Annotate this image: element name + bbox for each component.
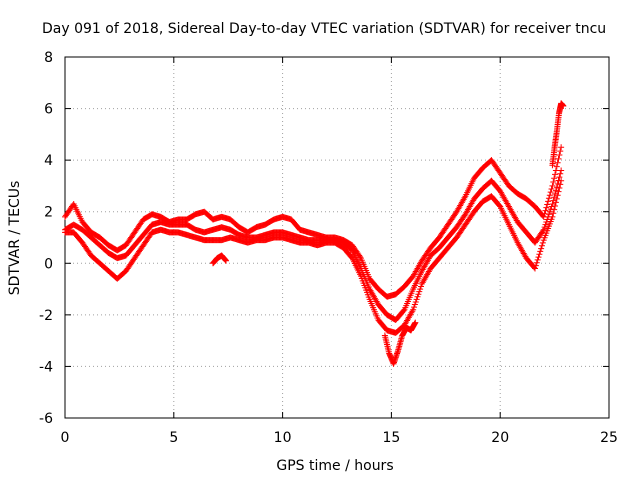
data-point — [536, 251, 543, 258]
axis-ticks — [64, 56, 610, 419]
x-tick-label: 5 — [169, 430, 178, 446]
data-point — [417, 283, 424, 290]
data-point — [532, 262, 539, 269]
data-point — [558, 144, 565, 151]
axis-tick-labels: 0 5 10 15 20 25 -6 -4 -2 0 2 4 6 8 — [39, 50, 618, 446]
data-point — [412, 298, 419, 305]
data-point — [555, 188, 562, 195]
series-track-4 — [209, 100, 567, 367]
data-point — [357, 253, 364, 260]
data-point — [553, 184, 560, 191]
x-tick-label: 10 — [274, 430, 292, 446]
data-point — [548, 186, 555, 193]
data-point — [558, 167, 565, 174]
data-point — [556, 151, 563, 158]
y-axis-title: SDTVAR / TECUs — [7, 181, 23, 296]
y-tick-label: -6 — [39, 411, 53, 427]
y-tick-label: 0 — [44, 256, 53, 272]
x-tick-label: 15 — [382, 430, 400, 446]
data-point — [539, 239, 546, 246]
data-points — [62, 100, 567, 367]
data-point — [545, 195, 552, 202]
data-point — [417, 286, 424, 293]
data-point — [542, 207, 549, 214]
y-tick-label: 6 — [44, 102, 53, 118]
data-point — [552, 187, 559, 194]
y-tick-label: 8 — [44, 50, 53, 66]
data-point — [549, 182, 556, 189]
data-point — [556, 174, 563, 181]
data-point — [548, 203, 555, 210]
data-point — [543, 219, 550, 226]
data-point — [412, 319, 419, 326]
data-point — [551, 175, 558, 182]
x-tick-label: 0 — [61, 430, 70, 446]
data-point — [414, 293, 421, 300]
chart-title: Day 091 of 2018, Sidereal Day-to-day VTE… — [42, 21, 606, 37]
data-point — [554, 159, 561, 166]
data-point — [560, 102, 567, 109]
data-point — [537, 248, 544, 255]
data-point — [541, 210, 548, 217]
data-point — [553, 163, 560, 170]
data-point — [411, 304, 418, 311]
data-point — [416, 288, 423, 295]
data-point — [223, 257, 230, 264]
data-point — [411, 301, 418, 308]
data-point — [544, 201, 551, 208]
grid-lines — [65, 57, 609, 418]
data-point — [552, 167, 559, 174]
data-point — [557, 181, 564, 188]
data-point — [538, 242, 545, 249]
data-point — [533, 259, 540, 266]
data-point — [555, 155, 562, 162]
data-point — [545, 211, 552, 218]
data-point — [557, 170, 564, 177]
data-point — [552, 190, 559, 197]
data-point — [410, 306, 417, 313]
data-point — [552, 203, 559, 210]
data-point — [554, 192, 561, 199]
data-point — [549, 213, 556, 220]
x-tick-label: 20 — [491, 430, 509, 446]
plot-frame — [64, 56, 610, 419]
data-point — [558, 177, 565, 184]
data-point — [540, 226, 547, 233]
data-point — [550, 210, 557, 217]
x-axis-title: GPS time / hours — [276, 458, 393, 474]
data-point — [552, 171, 559, 178]
y-tick-label: -2 — [39, 308, 53, 324]
series-track-3 — [62, 177, 565, 336]
data-point — [556, 184, 563, 191]
data-point — [535, 254, 542, 261]
x-tick-label: 25 — [600, 430, 618, 446]
data-point — [534, 256, 541, 263]
data-point — [541, 224, 548, 231]
series-track-2 — [62, 167, 565, 324]
data-point — [547, 206, 554, 213]
data-point — [415, 291, 422, 298]
series-track-1 — [62, 144, 565, 300]
data-point — [546, 192, 553, 199]
y-tick-label: -4 — [39, 359, 53, 375]
data-point — [400, 307, 407, 314]
data-point — [552, 199, 559, 206]
data-point — [554, 180, 561, 187]
data-point — [542, 221, 549, 228]
data-point — [546, 208, 553, 215]
data-point — [547, 189, 554, 196]
data-point — [550, 179, 557, 186]
data-point — [551, 206, 558, 213]
y-tick-label: 4 — [44, 153, 53, 169]
data-point — [553, 195, 560, 202]
data-point — [532, 265, 539, 272]
data-point — [538, 245, 545, 252]
y-tick-label: 2 — [44, 205, 53, 221]
data-point — [557, 148, 564, 155]
data-point — [545, 198, 552, 205]
data-point — [543, 204, 550, 211]
data-point — [413, 296, 420, 303]
